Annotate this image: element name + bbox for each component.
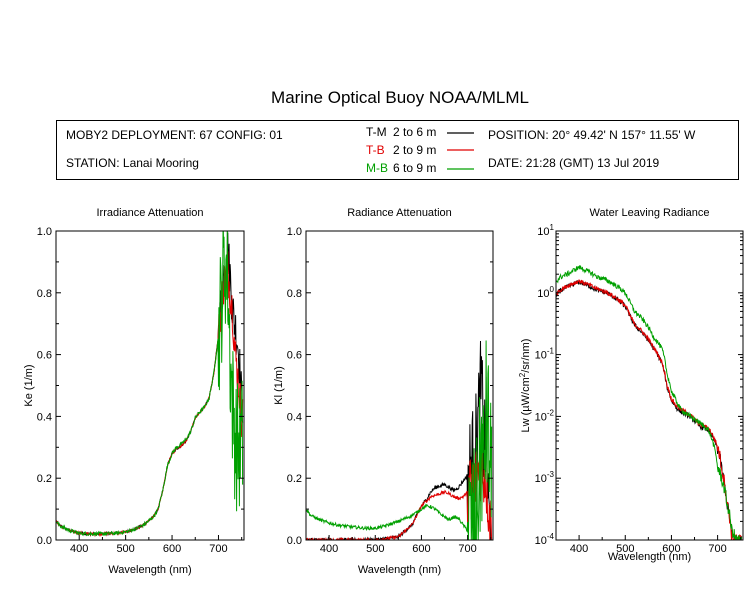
y-tick-label: 0.8 (37, 288, 52, 300)
position-text: POSITION: 20° 49.42' N 157° 11.55' W (488, 128, 696, 142)
page-title: Marine Optical Buoy NOAA/MLML (271, 88, 529, 107)
x-tick-label: 400 (570, 543, 588, 555)
x-axis-label: Wavelength (nm) (608, 551, 691, 563)
chart-title: Irradiance Attenuation (96, 207, 203, 219)
x-tick-label: 700 (458, 543, 476, 555)
y-tick-label: 0.2 (37, 473, 52, 485)
y-tick-label: 101 (537, 223, 554, 238)
y-tick-label: 100 (537, 285, 554, 300)
chart-title: Radiance Attenuation (347, 207, 452, 219)
x-tick-label: 600 (412, 543, 430, 555)
chart-1: Radiance Attenuation 400 500 600 700 0.0 0.2 0.… (273, 207, 494, 576)
legend-range-tm: 2 to 6 m (393, 125, 437, 139)
series-t-m (56, 232, 244, 537)
x-axis-label: Wavelength (nm) (108, 564, 191, 576)
series-group (56, 231, 244, 537)
legend-range-tb: 2 to 9 m (393, 143, 437, 157)
y-axis-label: Kl (1/m) (273, 366, 285, 405)
x-tick-label: 400 (320, 543, 338, 555)
x-tick-label: 600 (163, 543, 181, 555)
x-tick-label: 400 (70, 543, 88, 555)
series-group (306, 340, 493, 540)
y-tick-label: 10-2 (535, 408, 555, 423)
x-tick-label: 600 (662, 543, 680, 555)
series-t-b (56, 251, 244, 537)
series-m-b (56, 231, 244, 537)
legend-label-mb: M-B (366, 161, 388, 175)
y-tick-label: 0.0 (37, 535, 52, 547)
info-box: MOBY2 DEPLOYMENT: 67 CONFIG: 01 STATION:… (56, 120, 739, 180)
date-text: DATE: 21:28 (GMT) 13 Jul 2019 (488, 156, 660, 170)
y-tick-label: 10-3 (535, 470, 555, 485)
y-tick-label: 0.8 (287, 288, 302, 300)
plot-frame (55, 230, 245, 541)
series-t-m (556, 280, 743, 540)
y-tick-label: 0.4 (287, 411, 302, 423)
x-tick-label: 500 (116, 543, 134, 555)
legend-label-tm: T-M (366, 125, 387, 139)
series-t-b (306, 442, 493, 540)
chart-2: Water Leaving Radiance 400 500 600 700 101 100… (518, 207, 744, 563)
series-t-m (306, 340, 492, 540)
x-axis-label: Wavelength (nm) (358, 564, 441, 576)
chart-title: Water Leaving Radiance (589, 207, 709, 219)
y-tick-label: 0.6 (287, 350, 302, 362)
x-tick-label: 700 (708, 543, 726, 555)
y-tick-label: 0.6 (37, 350, 52, 362)
series-m-b (556, 265, 743, 540)
chart-0: Irradiance Attenuation 400 500 600 700 0.0 0.2… (23, 207, 245, 576)
plot-frame (555, 230, 744, 541)
x-tick-label: 700 (209, 543, 227, 555)
y-axis-label: Ke (1/m) (23, 364, 35, 406)
x-tick-label: 500 (366, 543, 384, 555)
station-text: STATION: Lanai Mooring (66, 156, 199, 170)
legend-label-tb: T-B (366, 143, 385, 157)
y-tick-label: 0.0 (287, 535, 302, 547)
y-tick-label: 1.0 (287, 226, 302, 238)
y-tick-label: 0.4 (37, 411, 52, 423)
y-tick-label: 0.2 (287, 473, 302, 485)
y-tick-label: 10-4 (535, 532, 555, 547)
series-t-b (556, 279, 742, 540)
legend-range-mb: 6 to 9 m (393, 161, 437, 175)
y-tick-label: 10-1 (535, 347, 555, 362)
deployment-text: MOBY2 DEPLOYMENT: 67 CONFIG: 01 (66, 128, 283, 142)
y-axis-label: Lw (µW/cm2/sr/nm) (518, 339, 532, 433)
legend-swatches (447, 132, 474, 170)
x-tick-label: 500 (616, 543, 634, 555)
series-group (556, 265, 743, 540)
series-m-b (306, 340, 493, 540)
y-tick-label: 1.0 (37, 226, 52, 238)
